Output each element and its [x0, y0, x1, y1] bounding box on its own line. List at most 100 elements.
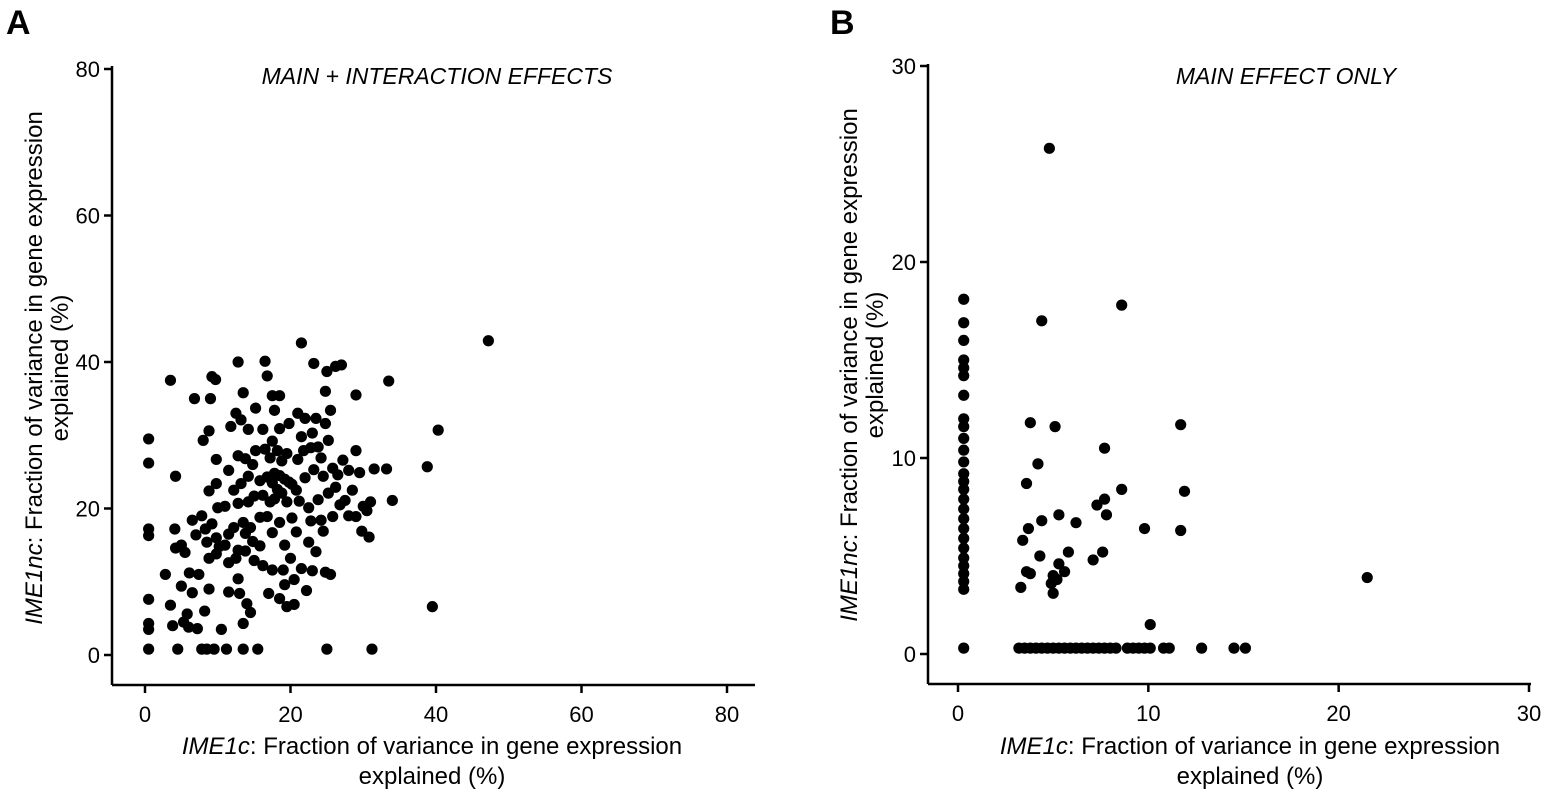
panel-a-letter: A [6, 4, 31, 42]
panel-a-data-point [303, 502, 315, 514]
panel-a-data-point [210, 477, 222, 490]
panel-a-data-point [220, 643, 233, 655]
panel-a-data-point [283, 417, 295, 430]
panel-b-data-point [1098, 493, 1111, 505]
panel-b-data-point [958, 413, 970, 425]
panel-a-data-point [183, 567, 195, 579]
panel-a-data-point [306, 427, 318, 439]
panel-a-data-point [293, 495, 305, 507]
panel-a-data-point [223, 464, 235, 477]
panel-b-data-point [1036, 315, 1048, 327]
panel-a-data-point [295, 562, 308, 575]
panel-a-data-point [337, 454, 349, 466]
panel-b-x-axis-title-line1: IME1c: Fraction of variance in gene expr… [1000, 733, 1500, 760]
panel-a-data-point [259, 355, 271, 367]
panel-a-data-point [292, 453, 304, 466]
panel-a-data-point [232, 573, 244, 585]
panel-a-data-point [175, 580, 187, 592]
panel-a-data-point [279, 539, 291, 551]
panel-a-data-point [332, 469, 344, 481]
panel-b-data-point [958, 432, 970, 444]
panel-a-data-point [383, 375, 395, 387]
panel-a-data-point [306, 565, 318, 577]
panel-a-data-point [249, 402, 262, 414]
panel-a-data-point [169, 523, 181, 535]
panel-a-data-point [303, 536, 315, 548]
panel-b-data-point [958, 542, 970, 554]
panel-b-data-point [1043, 142, 1055, 154]
panel-a-data-point [215, 623, 227, 635]
panel-a-y-tick-label: 0 [88, 643, 100, 668]
panel-a-data-point [196, 510, 208, 522]
panel-a-data-point [242, 423, 254, 435]
panel-b-data-point [1047, 587, 1059, 599]
panel-b-data-point [958, 362, 970, 374]
panel-a-data-point [237, 643, 249, 655]
panel-b-data-point [1097, 546, 1109, 558]
panel-b-y-tick-label: 20 [892, 250, 916, 275]
panel-a-data-point [315, 514, 327, 526]
panel-b-data-point [1032, 458, 1044, 470]
panel-b-data-point [1017, 534, 1029, 546]
panel-a-y-axis-gene: IME1nc [21, 543, 48, 624]
panel-b-data-point [1070, 517, 1082, 529]
panel-a-data-point [210, 532, 222, 544]
panel-b-data-point [958, 575, 970, 588]
panel-b-y-axis-title-line2: explained (%) [862, 292, 889, 439]
panel-a-data-point [248, 554, 260, 567]
panel-b-data-point [958, 552, 970, 564]
panel-b-y-axis-title: IME1nc: Fraction of variance in gene exp… [836, 108, 863, 622]
panel-b-y-axis-gene: IME1nc [836, 540, 863, 621]
panel-a-data-point [295, 431, 308, 443]
panel-a-data-point [266, 435, 278, 447]
panel-a-data-point [219, 539, 231, 551]
panel-b-data-point [1144, 642, 1156, 654]
panel-b-data-point [1036, 515, 1048, 527]
panel-a-data-point [426, 601, 438, 613]
panel-a-y-axis-title-2: explained (%) [47, 295, 74, 442]
panel-a-data-point [223, 586, 235, 598]
panel-a-y-axis-title-line1: IME1nc: Fraction of variance in gene exp… [21, 111, 48, 625]
panel-b-data-point [1116, 483, 1128, 495]
panel-b-data-point [1228, 642, 1240, 654]
panel-b-data-point [958, 370, 970, 382]
panel-a-data-point [368, 463, 380, 475]
panel-b-y-axis-title-2: explained (%) [862, 292, 889, 439]
panel-b-data-point [1091, 499, 1103, 511]
panel-a-data-point [321, 365, 333, 378]
panel-b-data-point [1015, 581, 1027, 593]
panel-a-data-point [203, 485, 215, 497]
panel-a-data-point [257, 423, 269, 435]
panel-b-data-point [1049, 421, 1061, 433]
panel-a-data-point [308, 464, 320, 476]
panel-a-data-point [252, 643, 264, 655]
panel-a-data-point [281, 496, 293, 508]
panel-a-x-tick-label: 60 [569, 702, 593, 727]
panel-a-data-point [264, 452, 276, 464]
panel-a-data-point [169, 470, 182, 482]
panel-a-data-point [322, 434, 334, 446]
panel-a-data-point [193, 568, 205, 581]
panel-a-data-point [239, 545, 251, 557]
panel-b: B MAIN EFFECT ONLY 0 10 20 30 0 10 20 30 IME1c:… [830, 4, 1541, 790]
panel-a-data-point [204, 393, 217, 405]
panel-b-data-point [958, 560, 970, 572]
panel-a-data-point [312, 494, 324, 506]
panel-a-points [143, 335, 494, 655]
panel-a-data-point [290, 484, 302, 496]
panel-a-data-point [179, 546, 191, 559]
panel-b-data-point [958, 503, 970, 515]
panel-a-data-point [295, 337, 308, 349]
panel-a-data-point [380, 463, 393, 475]
panel-b-data-point [958, 354, 970, 366]
panel-b-data-point [1163, 642, 1175, 654]
panel-a-data-point [286, 512, 298, 524]
panel-a-data-point [259, 443, 271, 455]
panel-b-x-tick-label: 20 [1326, 701, 1350, 726]
panel-b-data-point [1024, 417, 1036, 429]
panel-b-data-point [958, 642, 970, 654]
panel-a-data-point [330, 481, 342, 493]
panel-b-data-point [958, 513, 970, 525]
panel-a-data-point [346, 484, 358, 496]
